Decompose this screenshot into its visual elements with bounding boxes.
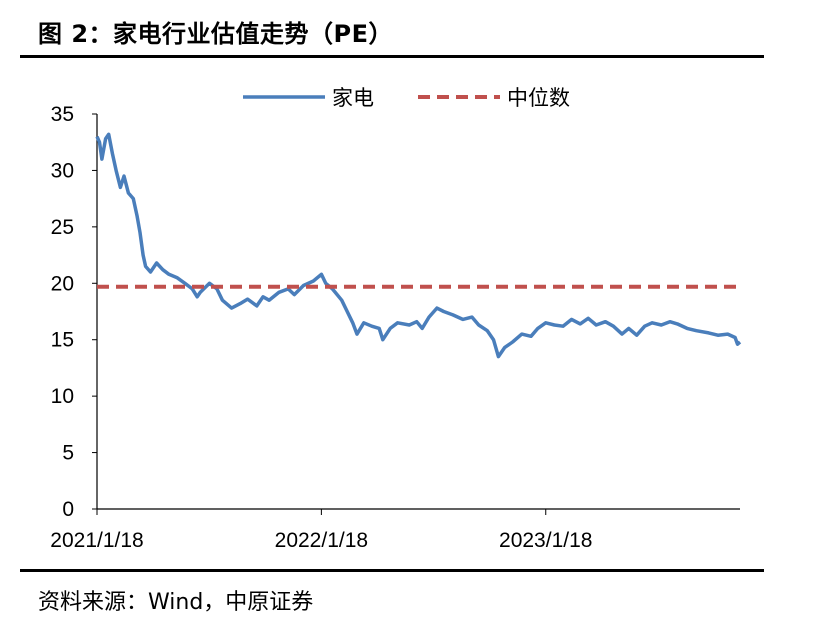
appliance-pe-line — [95, 132, 742, 359]
y-tick-label: 0 — [62, 498, 74, 521]
y-tick-label: 25 — [51, 216, 74, 239]
source-note: 资料来源：Wind，中原证券 — [38, 590, 314, 615]
legend-label: 家电 — [332, 86, 374, 110]
series-layer — [95, 132, 742, 359]
x-axis-ticks: 2021/1/18 2022/1/18 2023/1/18 — [50, 509, 592, 552]
y-tick-label: 20 — [51, 272, 74, 295]
y-tick-label: 35 — [51, 103, 74, 126]
y-tick-label: 15 — [51, 329, 74, 352]
legend-label: 中位数 — [507, 86, 570, 110]
y-axis-ticks: 0 5 10 15 20 25 30 35 — [51, 103, 97, 521]
figure-title: 图 2：家电行业估值走势（PE） — [38, 20, 394, 48]
y-tick-label: 30 — [51, 159, 74, 182]
x-tick-label: 2022/1/18 — [275, 529, 368, 552]
bottom-rule — [20, 569, 764, 572]
y-tick-label: 5 — [62, 442, 74, 465]
top-rule — [20, 55, 764, 58]
y-tick-label: 10 — [51, 385, 74, 408]
chart-legend: 家电 中位数 — [243, 86, 570, 110]
x-tick-label: 2021/1/18 — [50, 529, 143, 552]
x-tick-label: 2023/1/18 — [499, 529, 592, 552]
chart-axes — [96, 114, 740, 510]
